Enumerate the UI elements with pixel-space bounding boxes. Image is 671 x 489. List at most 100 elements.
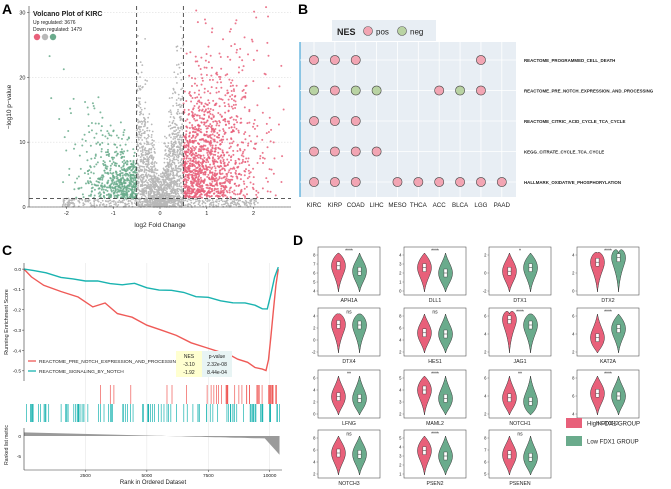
volcano-point-ns (175, 129, 178, 131)
volcano-point-down (123, 129, 126, 132)
volcano-point-ns (255, 200, 257, 203)
volcano-point-ns (253, 203, 256, 206)
volcano-point-ns (154, 176, 156, 179)
volcano-point-up (270, 168, 273, 171)
volcano-point-ns (140, 174, 142, 177)
volcano-point-up (210, 167, 213, 170)
volcano-point-up (217, 136, 220, 139)
volcano-point-up (206, 154, 209, 157)
volcano-point-up (199, 128, 202, 131)
volcano-point-ns (223, 200, 226, 203)
volcano-point-down (67, 130, 70, 133)
volcano-point-up (213, 134, 216, 137)
gsea-xtick-label: 5000 (142, 473, 153, 479)
violin-ytick-label: 0 (399, 289, 402, 294)
volcano-point-up (205, 167, 208, 170)
volcano-point-ns (249, 201, 252, 203)
volcano-point-up (231, 167, 234, 170)
violin-gene-label: PSENEN (509, 481, 531, 487)
volcano-point-up (252, 125, 255, 128)
volcano-point-down (111, 162, 114, 165)
volcano-point-up (207, 140, 210, 143)
volcano-point-ns (145, 192, 148, 195)
volcano-point-ns (172, 148, 175, 151)
volcano-point-up (201, 189, 204, 192)
volcano-point-up (194, 77, 197, 80)
volcano-point-ns (212, 203, 215, 206)
volcano-point-ns (170, 111, 172, 114)
volcano-point-ns (168, 110, 170, 113)
volcano-point-down (120, 148, 123, 151)
volcano-point-up (206, 90, 209, 93)
nes-dot-pos (413, 177, 424, 187)
volcano-point-up (197, 100, 200, 103)
volcano-point-up (226, 179, 229, 182)
volcano-point-up (234, 162, 237, 165)
volcano-point-ns (138, 87, 141, 90)
volcano-point-ns (151, 142, 154, 144)
volcano-point-ns (172, 195, 175, 197)
volcano-point-ns (144, 151, 147, 154)
volcano-point-down (128, 179, 131, 182)
volcano-point-up (209, 182, 212, 185)
volcano-point-ns (177, 149, 179, 152)
volcano-point-ns (169, 181, 171, 184)
volcano-point-up (222, 191, 225, 194)
volcano-point-up (191, 134, 194, 137)
volcano-point-ns (144, 158, 147, 161)
volcano-point-ns (168, 174, 171, 177)
volcano-point-ns (151, 168, 154, 170)
volcano-point-ns (172, 104, 175, 107)
volcano-point-ns (180, 126, 183, 128)
volcano-point-down (119, 170, 122, 173)
volcano-point-up (190, 192, 193, 195)
volcano-point-ns (119, 200, 122, 203)
volcano-point-up (213, 140, 216, 143)
volcano-point-up (184, 152, 187, 155)
volcano-point-up (201, 77, 204, 80)
volcano-point-ns (166, 146, 169, 149)
volcano-point-ns (174, 190, 177, 193)
volcano-point-down (109, 124, 112, 127)
volcano-point-up (205, 130, 208, 133)
volcano-point-ns (194, 204, 196, 207)
volcano-point-ns (170, 142, 173, 145)
volcano-point-ns (143, 125, 145, 128)
volcano-point-down (111, 156, 114, 159)
volcano-point-ns (235, 199, 238, 201)
volcano-point-up (227, 161, 230, 164)
volcano-point-down (112, 129, 115, 132)
volcano-point-up (198, 183, 201, 186)
volcano-point-up (210, 126, 213, 129)
volcano-point-ns (176, 170, 178, 172)
volcano-point-ns (143, 187, 146, 190)
volcano-point-up (189, 149, 192, 152)
volcano-ytick-label: 30 (19, 10, 25, 16)
volcano-point-ns (148, 113, 151, 115)
nes-dot-pos (329, 177, 340, 187)
volcano-point-up (200, 56, 203, 59)
volcano-up-count: Up regulated: 3676 (33, 20, 76, 26)
volcano-point-ns (153, 188, 156, 191)
volcano-point-up (209, 54, 212, 57)
volcano-point-up (225, 177, 228, 180)
volcano-point-ns (148, 163, 150, 166)
volcano-point-up (261, 151, 264, 154)
volcano-point-ns (250, 202, 253, 205)
volcano-point-up (244, 195, 247, 198)
nes-dot-pos (371, 146, 382, 157)
volcano-point-ns (159, 193, 162, 195)
volcano-point-down (122, 195, 125, 198)
volcano-point-up (195, 169, 198, 172)
volcano-point-ns (96, 199, 99, 202)
volcano-point-down (131, 168, 134, 171)
volcano-point-up (190, 137, 193, 140)
volcano-point-ns (177, 108, 179, 111)
volcano-point-up (200, 83, 203, 86)
volcano-point-ns (180, 88, 183, 91)
volcano-point-down (135, 171, 138, 174)
volcano-point-up (203, 123, 206, 126)
volcano-point-ns (179, 146, 181, 148)
gsea-xlabel: Rank in Ordered Dataset (120, 480, 187, 486)
volcano-ylabel: −log10 p−value (6, 84, 13, 129)
